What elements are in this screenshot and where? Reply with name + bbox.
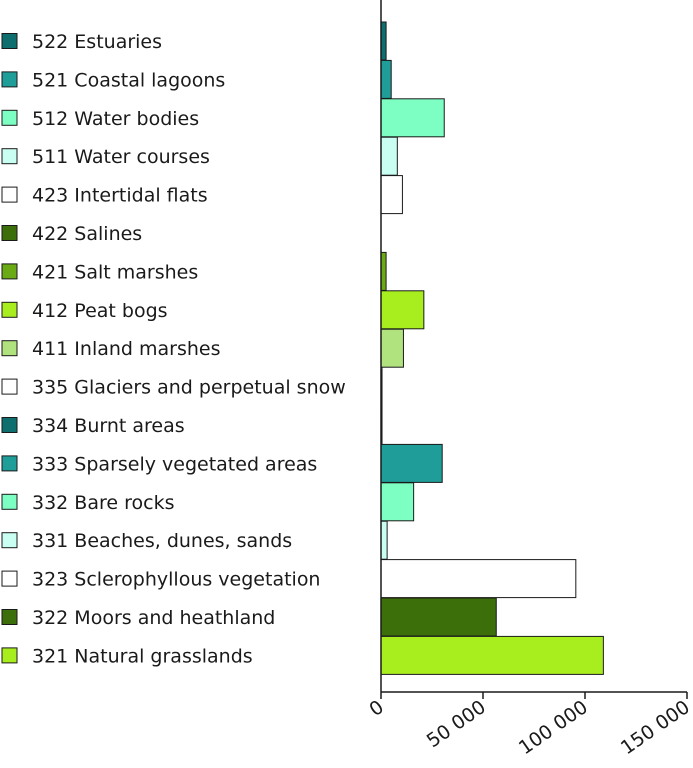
category-label-423-intertidal-flats: 423 Intertidal flats <box>32 185 208 207</box>
legend-swatch-422-salines <box>1 225 18 241</box>
legend-swatch-512-water-bodies <box>1 109 18 126</box>
bar-321-natural-grasslands <box>380 635 604 675</box>
x-axis-ticks: 0 50 000 100 000 150 000 <box>365 692 693 759</box>
category-label-422-salines: 422 Salines <box>32 223 142 245</box>
category-label-512-water-bodies: 512 Water bodies <box>32 108 199 130</box>
category-label-421-salt-marshes: 421 Salt marshes <box>32 261 198 283</box>
legend-swatch-421-salt-marshes <box>1 263 18 280</box>
legend-swatch-335-glaciers-and-perpetual-snow <box>1 378 18 395</box>
category-label-332-bare-rocks: 332 Bare rocks <box>32 492 174 514</box>
bar-323-sclerophyllous-vegetation <box>380 559 577 599</box>
category-label-333-sparsely-vegetated-areas: 333 Sparsely vegetated areas <box>32 453 317 475</box>
x-tick-label-2: 100 000 <box>515 696 592 759</box>
legend-swatch-321-natural-grasslands <box>1 647 18 664</box>
bar-412-peat-bogs <box>380 290 425 330</box>
legend-swatch-332-bare-rocks <box>1 493 18 510</box>
bar-421-salt-marshes <box>380 251 387 291</box>
x-tick-label-1: 50 000 <box>423 696 490 752</box>
category-label-321-natural-grasslands: 321 Natural grasslands <box>32 645 253 667</box>
legend-swatch-412-peat-bogs <box>1 301 18 318</box>
x-tick-label-3: 150 000 <box>617 696 693 759</box>
category-label-412-peat-bogs: 412 Peat bogs <box>32 300 168 322</box>
category-labels: 522 Estuaries 521 Coastal lagoons 512 Wate… <box>1 31 346 667</box>
legend-swatch-323-sclerophyllous-vegetation <box>1 570 18 587</box>
legend-swatch-322-moors-and-heathland <box>1 609 18 625</box>
bar-322-moors-and-heathland <box>380 597 497 637</box>
legend-swatch-521-coastal-lagoons <box>1 71 18 88</box>
category-label-411-inland-marshes: 411 Inland marshes <box>32 338 221 360</box>
category-label-322-moors-and-heathland: 322 Moors and heathland <box>32 607 275 629</box>
bar-521-coastal-lagoons <box>380 59 392 99</box>
bar-332-bare-rocks <box>380 482 415 522</box>
category-label-521-coastal-lagoons: 521 Coastal lagoons <box>32 69 225 91</box>
category-label-511-water-courses: 511 Water courses <box>32 146 210 168</box>
x-tick-label-0: 0 <box>365 696 388 721</box>
bars-layer <box>380 21 604 675</box>
category-label-335-glaciers-and-perpetual-snow: 335 Glaciers and perpetual snow <box>32 377 346 399</box>
legend-swatch-334-burnt-areas <box>1 417 18 433</box>
bar-331-beaches-dunes-sands <box>380 520 388 560</box>
category-label-331-beaches-dunes-sands: 331 Beaches, dunes, sands <box>32 530 292 552</box>
bar-423-intertidal-flats <box>380 175 403 215</box>
legend-swatch-423-intertidal-flats <box>1 186 18 203</box>
category-label-323-sclerophyllous-vegetation: 323 Sclerophyllous vegetation <box>32 569 320 591</box>
legend-swatch-522-estuaries <box>1 33 18 49</box>
category-label-334-burnt-areas: 334 Burnt areas <box>32 415 185 437</box>
legend-swatch-331-beaches-dunes-sands <box>1 532 18 549</box>
category-label-522-estuaries: 522 Estuaries <box>32 31 162 53</box>
bar-333-sparsely-vegetated-areas <box>380 443 443 483</box>
bar-411-inland-marshes <box>380 328 404 368</box>
bar-522-estuaries <box>380 21 387 61</box>
bar-511-water-courses <box>380 136 398 176</box>
legend-swatch-411-inland-marshes <box>1 340 18 357</box>
bar-512-water-bodies <box>380 98 445 138</box>
legend-swatch-333-sparsely-vegetated-areas <box>1 455 18 472</box>
legend-swatch-511-water-courses <box>1 148 18 165</box>
